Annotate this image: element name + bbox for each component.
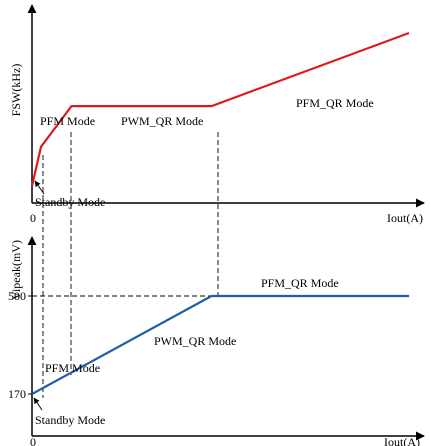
vipeak-origin-label: 0 xyxy=(30,435,36,446)
vipeak-chart: Vipeak(mV) Iout(A) 0 170 500 PFM_QR Mode… xyxy=(8,236,425,446)
vipeak-tick-170: 170 xyxy=(8,387,26,401)
vipeak-y-label: Vipeak(mV) xyxy=(9,240,23,300)
vipeak-tick-500: 500 xyxy=(8,289,26,303)
vipeak-label-pfm: PFM Mode xyxy=(45,361,100,375)
vipeak-label-pwm: PWM_QR Mode xyxy=(154,334,236,348)
fsw-series-line xyxy=(30,31,410,187)
vipeak-x-label: Iout(A) xyxy=(384,435,420,446)
fsw-label-pwm: PWM_QR Mode xyxy=(121,114,203,128)
vipeak-series-line xyxy=(31,294,409,395)
fsw-y-label: FSW(kHz) xyxy=(9,64,23,117)
fsw-standby-pointer xyxy=(34,180,45,195)
fsw-label-pfm: PFM Mode xyxy=(40,114,95,128)
fsw-origin-label: 0 xyxy=(30,211,36,225)
fsw-x-label: Iout(A) xyxy=(387,211,423,225)
vipeak-standby-pointer xyxy=(33,397,43,411)
vipeak-label-pfmqr: PFM_QR Mode xyxy=(261,276,339,290)
fsw-chart: FSW(kHz) Iout(A) 0 PFM Mode PWM_QR Mode … xyxy=(9,4,425,398)
vipeak-label-standby: Standby Mode xyxy=(35,413,105,427)
fsw-label-standby: Standby Mode xyxy=(35,195,105,209)
fsw-label-pfmqr: PFM_QR Mode xyxy=(296,96,374,110)
